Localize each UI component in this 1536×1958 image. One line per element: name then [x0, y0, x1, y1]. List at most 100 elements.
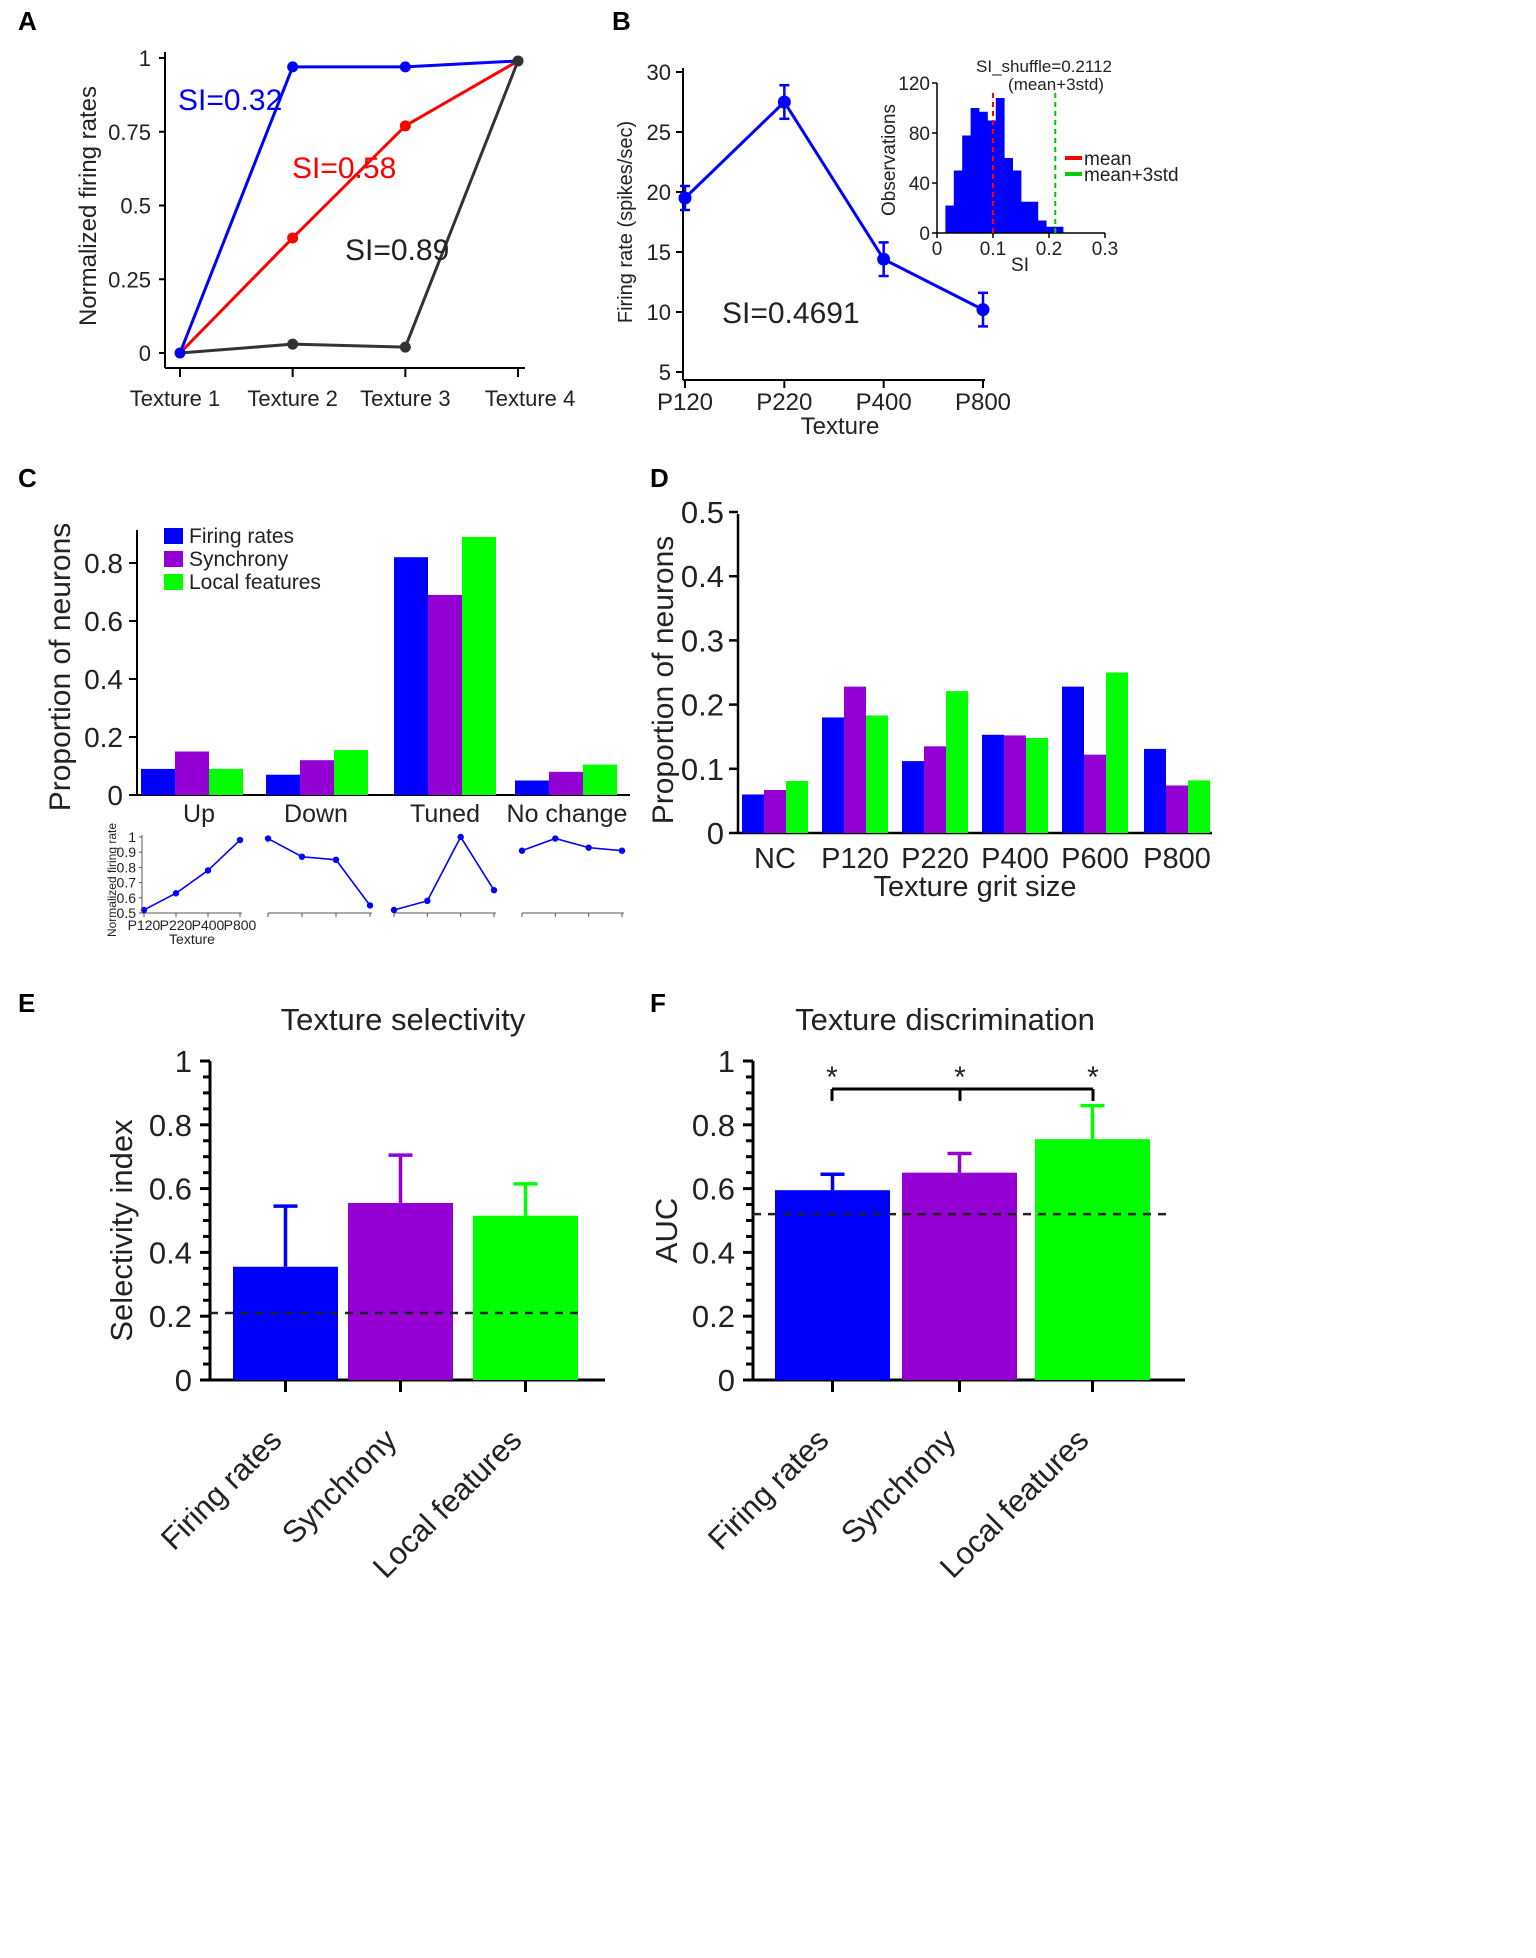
bar-d — [1144, 748, 1166, 833]
mini-y-tick-label: 0.6 — [117, 890, 137, 906]
y-tick-label-e: 0.6 — [149, 1172, 192, 1207]
x-axis-label-b: Texture — [801, 413, 880, 440]
x-tick-label-d: NC — [754, 843, 796, 875]
panel-label-e: E — [18, 988, 35, 1018]
mini-data-point — [518, 847, 526, 854]
y-tick-label-e: 0.4 — [149, 1235, 192, 1270]
x-tick-label-a: Texture 3 — [360, 386, 451, 411]
y-axis-label-f: AUC — [649, 1198, 684, 1263]
data-point-a — [287, 338, 299, 350]
series-line-b — [683, 99, 984, 311]
y-tick-label-b: 30 — [647, 60, 671, 85]
series-line-a-2 — [179, 60, 520, 355]
legend-label-c: Firing rates — [189, 525, 294, 548]
bar-d — [844, 686, 866, 833]
mini-profile-line — [143, 839, 241, 911]
mini-x-tick-label: P800 — [224, 917, 257, 933]
bar-d — [764, 789, 786, 833]
series-line-a-1 — [178, 59, 519, 355]
chart-title-e: Texture selectivity — [281, 1002, 526, 1037]
y-tick-label-e: 0 — [175, 1363, 192, 1398]
significance-star: * — [826, 1061, 838, 1094]
mini-data-point — [172, 890, 180, 897]
x-tick-label-d: P220 — [901, 843, 969, 875]
data-point-b — [777, 95, 791, 109]
histogram-bar — [1012, 170, 1022, 233]
bar-f — [902, 1172, 1017, 1380]
y-tick-label-a: 0 — [139, 341, 151, 366]
data-point-b — [877, 252, 891, 266]
bar-d — [1084, 754, 1106, 833]
mini-x-tick-label: P220 — [160, 917, 193, 933]
mini-data-point — [390, 906, 398, 914]
bar-c — [209, 768, 243, 795]
mini-x-tick-label: P400 — [192, 917, 225, 933]
inset-y-tick-label: 0 — [919, 224, 930, 245]
x-tick-label-c: Down — [284, 800, 348, 828]
mini-profile-line — [267, 837, 371, 906]
bar-c — [462, 536, 496, 795]
mini-y-tick-label: 0.5 — [117, 905, 137, 921]
significance-star: * — [1087, 1061, 1099, 1094]
panel-label-b: B — [612, 6, 631, 36]
legend-swatch-c — [164, 528, 183, 544]
legend-label-mean: mean — [1084, 149, 1132, 170]
y-tick-label-d: 0.5 — [681, 495, 724, 530]
x-tick-label-e: Synchrony — [275, 1422, 404, 1551]
mini-x-tick-label: P120 — [128, 917, 161, 933]
inset-x-tick-label: 0.3 — [1092, 239, 1118, 260]
data-point-b — [678, 191, 692, 205]
bar-d — [1062, 686, 1084, 833]
mini-y-tick-label: 0.9 — [117, 844, 137, 860]
y-tick-label-e: 0.2 — [149, 1299, 192, 1334]
histogram-bar — [953, 170, 963, 233]
bar-c — [515, 780, 549, 795]
x-tick-label-d: P400 — [981, 843, 1049, 875]
mini-data-point — [236, 836, 244, 844]
mini-data-point — [552, 835, 559, 842]
y-tick-label-f: 0.8 — [692, 1108, 735, 1143]
mini-data-point — [204, 867, 212, 874]
annotation-si-dark: SI=0.89 — [345, 234, 449, 267]
histogram-bar — [987, 120, 997, 233]
bar-d — [902, 761, 924, 833]
x-tick-label-d: P800 — [1143, 843, 1211, 875]
y-tick-label-a: 0.25 — [108, 267, 151, 292]
x-tick-label-e: Firing rates — [154, 1422, 288, 1556]
mini-data-point — [618, 847, 626, 854]
y-tick-label-c: 0.8 — [84, 548, 123, 579]
y-axis-label-c: Proportion of neurons — [44, 523, 77, 812]
bar-c — [394, 557, 428, 795]
legend-label-c: Local features — [189, 571, 321, 594]
histogram-bar — [1004, 158, 1013, 233]
data-point-a — [399, 341, 411, 353]
inset-y-tick-label: 80 — [909, 124, 930, 145]
x-tick-label-a: Texture 4 — [485, 386, 576, 411]
series-line-a-0 — [178, 59, 519, 354]
panel-label-a: A — [18, 6, 37, 36]
mini-data-point — [457, 833, 464, 841]
significance-star: * — [954, 1061, 966, 1094]
histogram-bar — [1021, 201, 1030, 233]
chart-title-f: Texture discrimination — [795, 1002, 1095, 1037]
bar-c — [300, 760, 334, 795]
x-axis-label-d: Texture grit size — [873, 871, 1076, 903]
legend-label-c: Synchrony — [189, 548, 289, 571]
histogram-bar — [1037, 220, 1047, 233]
y-tick-label-d: 0.3 — [681, 623, 724, 658]
data-point-a — [399, 120, 411, 132]
mini-x-axis-label: Texture — [169, 931, 215, 947]
legend-swatch-c — [164, 574, 183, 590]
panel-label-f: F — [650, 988, 666, 1018]
bar-d — [866, 715, 888, 833]
bar-d — [1026, 737, 1048, 833]
bar-c — [549, 771, 583, 795]
histogram-bar — [1046, 226, 1055, 233]
inset-annotation: (mean+3std) — [1008, 75, 1104, 94]
y-axis-label-a: Normalized firing rates — [75, 86, 102, 326]
bar-d — [786, 780, 808, 833]
inset-y-tick-label: 120 — [898, 74, 930, 95]
y-tick-label-b: 20 — [647, 180, 671, 205]
bar-e — [233, 1266, 338, 1380]
y-tick-label-b: 10 — [647, 300, 671, 325]
